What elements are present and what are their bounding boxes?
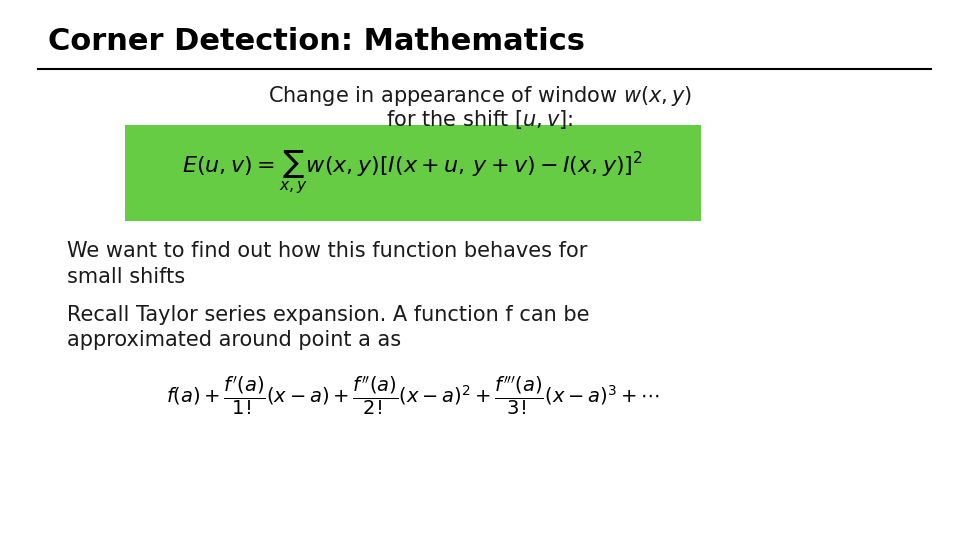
FancyBboxPatch shape — [125, 125, 701, 221]
Text: for the shift $[u,v]$:: for the shift $[u,v]$: — [386, 108, 574, 131]
Text: Recall Taylor series expansion. A function f can be: Recall Taylor series expansion. A functi… — [67, 305, 589, 325]
Text: $f(a) + \dfrac{f'(a)}{1!}(x-a) + \dfrac{f''(a)}{2!}(x-a)^2 + \dfrac{f'''(a)}{3!}: $f(a) + \dfrac{f'(a)}{1!}(x-a) + \dfrac{… — [166, 375, 660, 418]
Text: Change in appearance of window $w(x,y)$: Change in appearance of window $w(x,y)$ — [268, 84, 692, 107]
Text: Corner Detection: Mathematics: Corner Detection: Mathematics — [48, 27, 585, 56]
Text: approximated around point a as: approximated around point a as — [67, 330, 401, 350]
Text: $E(u,v) = \sum_{x,y} w(x,y)\left[I(x+u,\,y+v) - I(x,y)\right]^2$: $E(u,v) = \sum_{x,y} w(x,y)\left[I(x+u,\… — [182, 148, 643, 195]
Text: We want to find out how this function behaves for: We want to find out how this function be… — [67, 241, 588, 261]
Text: small shifts: small shifts — [67, 267, 185, 287]
